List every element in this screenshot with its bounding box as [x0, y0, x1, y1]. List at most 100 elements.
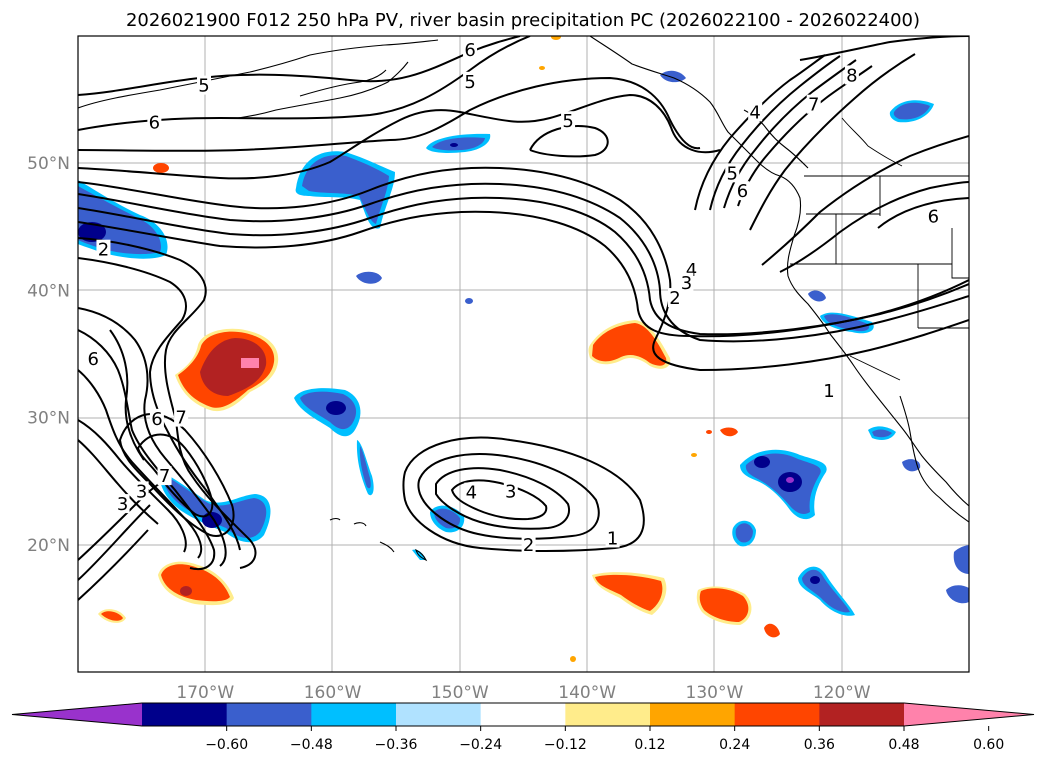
- coastline-baja-california: [899, 395, 969, 523]
- contour-label-background: [174, 407, 189, 427]
- contour-label-background: [605, 528, 620, 548]
- colorbar-tick-label: −0.48: [290, 737, 333, 753]
- contour-label-background: [463, 71, 478, 91]
- contour-label-background: [149, 408, 164, 428]
- coastline-hawaii-4: [353, 522, 367, 527]
- precip-neg-aleutian-west: [78, 180, 168, 259]
- contour-label: 1: [823, 381, 834, 402]
- contour-label: 5: [727, 163, 738, 184]
- pv-contour-trough-3: [78, 307, 227, 567]
- precip-pos-subtropical-west: [175, 328, 279, 412]
- coastline-kodiak: [299, 69, 387, 97]
- precipitation-negative: [78, 70, 969, 616]
- colorbar-segment: [480, 703, 566, 726]
- pv-contour-trough-4: [78, 329, 216, 570]
- pv-contour-6-tail: [877, 197, 969, 229]
- contour-label: 6: [737, 181, 748, 202]
- contour-label-background: [147, 112, 162, 132]
- pv-contour-4-low: [450, 479, 548, 521]
- contour-label-background: [197, 75, 212, 95]
- contour-label: 6: [151, 409, 162, 430]
- coastline-aleutian-peninsula: [78, 39, 439, 109]
- colorbar-tick-label: 0.24: [719, 737, 750, 753]
- lat-tick-label: 30°N: [27, 409, 70, 429]
- figure-title: 2026021900 F012 250 hPa PV, river basin …: [126, 10, 920, 31]
- pv-contour-trough-2: [78, 257, 241, 551]
- contour-label: 7: [808, 95, 819, 116]
- coastline-hawaii-1: [379, 541, 395, 553]
- contour-label-background: [735, 181, 750, 201]
- pv-contour-7-closed: [136, 433, 214, 518]
- contour-label-background: [86, 349, 101, 369]
- coastline-north-america-pacific: [589, 36, 969, 507]
- precipitation-positive: [98, 36, 780, 662]
- pv-contour-6-closed: [118, 413, 235, 537]
- precip-neg-gulf-alaska-west: [295, 151, 395, 229]
- colorbar-tick-label: 0.48: [888, 737, 919, 753]
- coastline-aleutian-islands: [237, 61, 409, 119]
- pv-contour-1: [78, 166, 969, 372]
- contour-label: 2: [669, 288, 680, 309]
- pv-contour-trough-9: [78, 504, 151, 581]
- colorbar-tick-label: 0.36: [804, 737, 835, 753]
- lon-tick-label: 160°W: [304, 683, 362, 703]
- pv-contour-2: [78, 182, 969, 343]
- contour-label: 4: [686, 260, 697, 281]
- colorbar-segment: [650, 703, 736, 726]
- pv-contour-4: [78, 210, 969, 338]
- lon-tick-label: 130°W: [686, 683, 744, 703]
- colorbar-tick-label: 0.60: [973, 737, 1004, 753]
- contour-label: 7: [175, 408, 186, 429]
- lat-tick-label: 20°N: [27, 536, 70, 556]
- pv-contour-8-east: [749, 53, 916, 231]
- border-ak-bc: [841, 117, 903, 167]
- contour-label-background: [464, 482, 479, 502]
- contour-label: 1: [607, 528, 618, 549]
- pv-contour-6-west: [109, 329, 145, 461]
- colorbar-tick-label: −0.12: [544, 737, 587, 753]
- contour-label: 6: [464, 40, 475, 61]
- pv-contour-trough-5: [78, 369, 203, 559]
- border-state-5: [951, 228, 969, 279]
- pv-contour-9-north: [799, 36, 969, 61]
- precip-neg-central-pacific: [294, 388, 361, 437]
- contour-label-background: [725, 163, 740, 183]
- colorbar-tick-label: −0.24: [459, 737, 502, 753]
- colorbar-tick-label: −0.36: [375, 737, 418, 753]
- lon-tick-label: 170°W: [176, 683, 234, 703]
- colorbar-segment: [565, 703, 651, 726]
- pv-contour-2-low: [417, 453, 600, 540]
- pv-contour-1-low: [402, 436, 645, 552]
- colorbar-outline: [11, 702, 1035, 727]
- contour-label-background: [157, 466, 172, 486]
- colorbar-segment: [226, 703, 312, 726]
- map-frame: [77, 35, 970, 673]
- pv-contour-trough-10: [78, 529, 149, 601]
- colorbar-segment: [311, 703, 397, 726]
- contour-label: 6: [928, 207, 939, 228]
- contour-label-background: [503, 481, 518, 501]
- contour-label: 7: [159, 466, 170, 487]
- contour-label-background: [667, 288, 682, 308]
- coastline-hawaii-2: [415, 548, 428, 562]
- contour-label-background: [561, 111, 576, 131]
- contour-label: 4: [466, 483, 477, 504]
- pv-contour-6-trough-east: [761, 135, 969, 266]
- contour-label-background: [926, 206, 941, 226]
- colorbar-extend-high: [904, 703, 1034, 726]
- border-us-mexico: [849, 355, 901, 381]
- contour-label-background: [463, 39, 478, 59]
- pv-contour-3-low: [435, 467, 570, 530]
- coastline-hawaii-3: [329, 517, 341, 521]
- colorbar-segment: [396, 703, 482, 726]
- contour-label: 3: [505, 481, 516, 502]
- lon-tick-label: 140°W: [558, 683, 616, 703]
- lon-tick-label: 120°W: [813, 683, 871, 703]
- colorbar-tick-label: −0.60: [205, 737, 248, 753]
- pv-contour-6-ridge: [78, 93, 721, 180]
- contour-label-background: [679, 272, 694, 292]
- pv-contour-6-north: [78, 36, 531, 131]
- precip-neg-hawaii-north: [356, 440, 374, 496]
- precip-neg-baja-west: [740, 449, 827, 520]
